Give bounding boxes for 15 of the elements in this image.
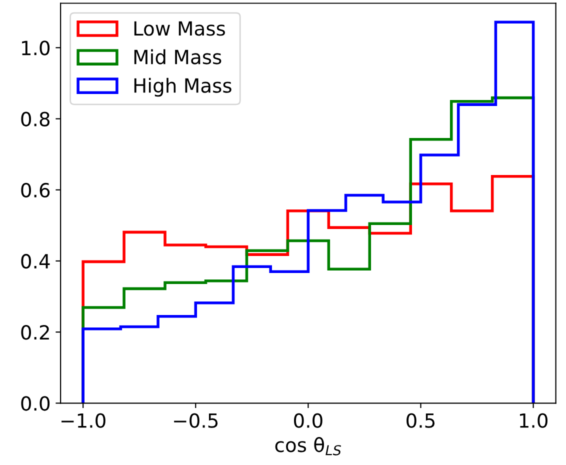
x-tick-label: 0.0 — [294, 413, 322, 428]
y-tick-label: 0.0 — [21, 396, 50, 411]
y-tick-label: 0.6 — [21, 182, 50, 198]
legend-label: Mid Mass — [134, 49, 222, 64]
x-tick-label: −1.0 — [62, 413, 106, 428]
legend-label: High Mass — [134, 78, 232, 97]
x-tick-label: −0.5 — [174, 413, 218, 428]
x-tick-label: 0.5 — [406, 413, 435, 428]
y-tick-label: 0.4 — [21, 254, 50, 269]
x-tick-label: 1.0 — [520, 413, 548, 428]
y-tick-label: 0.8 — [21, 112, 50, 126]
legend-label: Low Mass — [134, 21, 225, 36]
y-tick-label: 1.0 — [22, 40, 50, 56]
x-axis-title: cos θ$_{LS}$ — [275, 437, 342, 456]
y-tick-label: 0.2 — [21, 325, 49, 340]
